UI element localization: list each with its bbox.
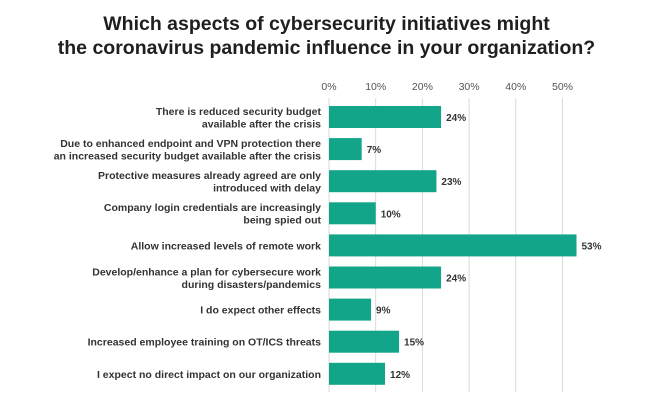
bar [329,234,577,257]
category-label: I expect no direct impact on our organiz… [97,369,321,381]
category-label: I do expect other effects [200,305,321,317]
category-label: Allow increased levels of remote work [131,240,321,252]
x-tick-label: 10% [365,81,386,93]
category-labels: There is reduced security budget availabl… [54,106,322,381]
category-label: Develop/enhance a plan for cybersecure w… [92,266,321,291]
bars [329,106,577,385]
bar-value-label: 9% [376,306,391,317]
bar-value-label: 12% [390,370,410,381]
bar-value-label: 53% [582,241,602,252]
category-label: Due to enhanced endpoint and VPN protect… [54,138,321,163]
x-axis-ticks: 0% 10% 20% 30% 40% 50% [321,81,573,93]
bar-value-label: 15% [404,338,424,349]
category-label: Company login credentials are increasing… [104,202,322,227]
x-tick-label: 0% [321,81,336,93]
x-tick-label: 40% [505,81,526,93]
x-tick-label: 50% [552,81,573,93]
bar [329,138,362,161]
category-label: There is reduced security budget availabl… [156,106,322,131]
bar-value-label: 10% [381,209,401,220]
bar [329,170,437,193]
x-tick-label: 30% [459,81,480,93]
bar-value-label: 7% [367,145,382,156]
chart-title-line-2: the coronavirus pandemic influence in yo… [57,37,596,59]
bar [329,202,376,225]
chart-title-line-1: Which aspects of cybersecurity initiativ… [103,13,550,35]
bar [329,266,442,289]
category-label: Increased employee training on OT/ICS th… [88,337,322,349]
bar [329,362,386,385]
chart-title: Which aspects of cybersecurity initiativ… [0,12,653,60]
x-tick-label: 20% [412,81,433,93]
category-label: Protective measures already agreed are o… [98,170,321,195]
value-labels: 24% 7% 23% 10% 53% 24% 9% 15% 12% [367,113,602,381]
bar-value-label: 23% [441,177,461,188]
bar-value-label: 24% [446,113,466,124]
bar-value-label: 24% [446,274,466,285]
bar [329,330,400,353]
bar [329,298,372,321]
bar [329,106,442,128]
